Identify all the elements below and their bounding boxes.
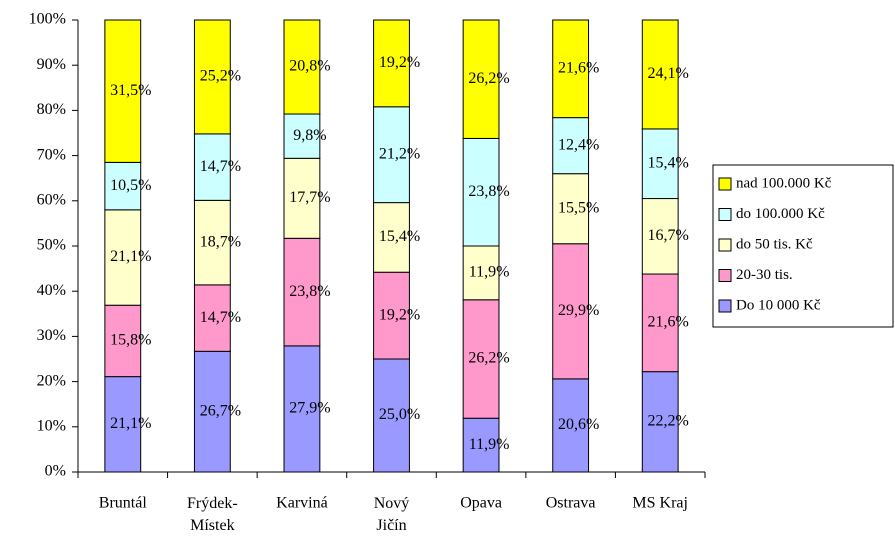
x-tick-label: Frýdek-Místek: [187, 495, 238, 534]
bar-segment: [373, 202, 410, 273]
legend-swatch: [718, 177, 732, 191]
bar-segment: [462, 19, 500, 139]
data-label: 24,1%: [648, 65, 689, 82]
data-label: 12,4%: [558, 136, 599, 153]
y-tick-label: 40%: [37, 282, 66, 299]
data-label: 21,6%: [648, 314, 689, 331]
bar-segment: [373, 358, 410, 473]
data-label: 10,5%: [110, 177, 151, 194]
data-label: 11,9%: [469, 264, 510, 281]
data-label: 11,9%: [469, 436, 510, 453]
y-tick-label: 90%: [37, 56, 66, 73]
bar-segment: [641, 273, 679, 373]
legend-box: [712, 164, 894, 328]
y-tick-label: 100%: [29, 11, 66, 28]
legend-swatch: [718, 269, 732, 282]
data-label: 25,2%: [200, 68, 241, 85]
legend-label: 20-30 tis.: [736, 267, 793, 283]
data-label: 17,7%: [289, 189, 330, 206]
bar-segment: [641, 198, 679, 275]
data-label: 15,4%: [648, 154, 689, 171]
y-tick-label: 70%: [37, 146, 66, 163]
legend-label: nad 100.000 Kč: [736, 175, 832, 191]
bar-segment: [462, 245, 500, 301]
data-label: 19,2%: [379, 54, 420, 71]
bar-segment: [552, 19, 590, 119]
y-tick-label: 50%: [37, 237, 66, 254]
bar-segment: [462, 137, 500, 247]
y-tick-label: 80%: [37, 101, 66, 118]
data-label: 23,8%: [468, 183, 509, 200]
bar-segment: [641, 19, 679, 130]
data-label: 25,0%: [379, 406, 420, 423]
data-label: 26,2%: [468, 70, 509, 87]
data-label: 27,9%: [289, 400, 330, 417]
legend-label: do 100.000 Kč: [736, 206, 825, 222]
data-label: 20,6%: [558, 416, 599, 433]
data-label: 22,2%: [648, 412, 689, 429]
legend-label: do 50 tis. Kč: [736, 236, 813, 252]
data-label: 26,7%: [200, 402, 241, 419]
data-label: 14,7%: [200, 309, 241, 326]
data-label: 14,7%: [200, 158, 241, 175]
data-label: 21,1%: [110, 415, 151, 432]
bar-segment: [193, 19, 231, 135]
bar-segment: [552, 243, 590, 380]
legend: Do 10 000 Kč 20-30 tis. do 50 tis. Kč do 10…: [712, 164, 894, 328]
bar-segment: [552, 117, 590, 175]
data-label: 18,7%: [200, 233, 241, 250]
data-label: 26,2%: [468, 350, 509, 367]
x-tick-label: Opava: [460, 495, 502, 512]
data-label: 16,7%: [648, 227, 689, 244]
bar-segment: [104, 161, 142, 211]
y-tick-label: 10%: [37, 417, 66, 434]
bar-segment: [462, 299, 500, 419]
x-tick-label: MS Kraj: [632, 495, 688, 512]
legend-swatch: [718, 238, 732, 252]
data-label: 15,8%: [110, 332, 151, 349]
y-tick-label: 0%: [45, 463, 66, 480]
bar-segment: [552, 173, 590, 245]
bar-segment: [283, 237, 321, 347]
legend-swatch: [718, 208, 732, 221]
y-tick-label: 60%: [37, 191, 66, 208]
y-tick-label: 20%: [37, 372, 66, 389]
data-label: 21,2%: [379, 145, 420, 162]
legend-label: Do 10 000 Kč: [736, 297, 821, 313]
data-label: 21,1%: [110, 248, 151, 265]
bar-segment: [283, 19, 321, 115]
bar-segment: [373, 106, 410, 204]
bar-segment: [283, 345, 321, 473]
bar-segment: [104, 304, 142, 378]
data-label: 23,8%: [289, 283, 330, 300]
y-tick-label: 30%: [37, 327, 66, 344]
data-label: 31,5%: [110, 82, 151, 99]
bar-segment: [104, 376, 142, 473]
data-label: 19,2%: [379, 306, 420, 323]
legend-swatch: [718, 299, 732, 313]
bar-segment: [104, 19, 142, 163]
x-tick-label: Ostrava: [546, 495, 596, 512]
data-label: 15,5%: [558, 199, 599, 216]
x-tick-label: Nový Jičín: [374, 495, 410, 534]
bar-segment: [283, 157, 321, 239]
data-label: 15,4%: [379, 228, 420, 245]
data-label: 21,6%: [558, 59, 599, 76]
bar-segment: [373, 19, 410, 108]
data-label: 9,8%: [293, 127, 326, 144]
data-label: 29,9%: [558, 302, 599, 319]
x-tick-label: Bruntál: [99, 495, 148, 512]
x-tick-label: Karviná: [276, 495, 328, 512]
data-label: 20,8%: [289, 58, 330, 75]
bar-segment: [641, 128, 679, 200]
bar-segment: [104, 209, 142, 306]
